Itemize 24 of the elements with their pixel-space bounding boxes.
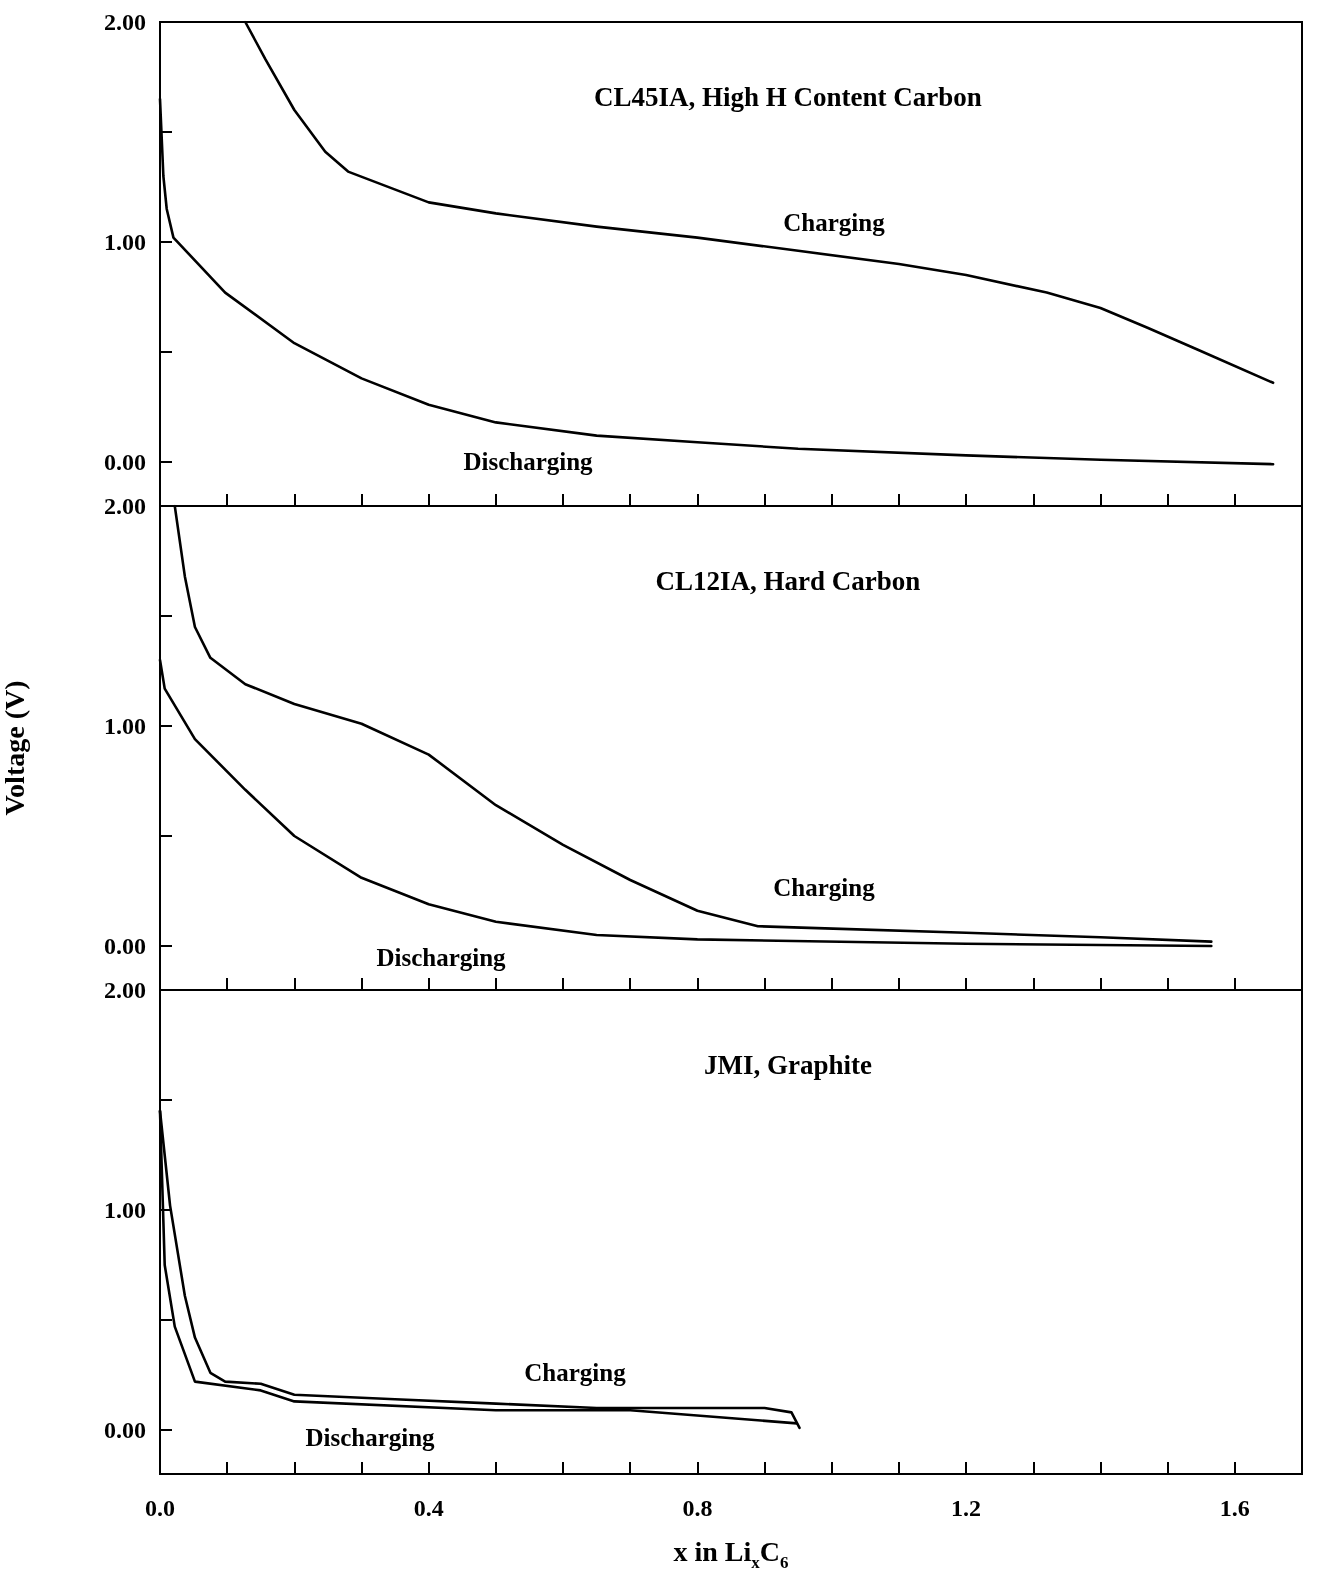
y-tick-label: 0.00	[104, 1417, 146, 1443]
y-tick-label: 2.00	[104, 9, 146, 35]
y-tick-label: 1.00	[104, 229, 146, 255]
y-axis-title: Voltage (V)	[0, 680, 30, 816]
annotation: Discharging	[376, 943, 507, 971]
text: CL12IA, Hard Carbon	[655, 565, 921, 596]
y-tick-label: 0.00	[104, 933, 146, 959]
annotation: Discharging	[305, 1423, 436, 1451]
x-tick-label: 1.6	[1219, 1495, 1250, 1521]
x-tick-label: 0.8	[682, 1495, 713, 1521]
annotation: Charging	[524, 1358, 627, 1386]
y-tick-label: 2.00	[104, 493, 146, 519]
y-tick-label: 1.00	[104, 1197, 146, 1223]
y-tick-label: 1.00	[104, 713, 146, 739]
x-tick-label: 0.4	[413, 1495, 444, 1521]
annotation: Charging	[773, 873, 876, 901]
y-tick-label: 2.00	[104, 977, 146, 1003]
annotation: Discharging	[463, 447, 594, 475]
x-tick-label: 1.2	[951, 1495, 982, 1521]
annotation: Charging	[783, 208, 886, 236]
text: JMI, Graphite	[703, 1049, 872, 1080]
y-tick-label: 0.00	[104, 449, 146, 475]
x-tick-label: 0.0	[145, 1495, 175, 1521]
text: CL45IA, High H Content Carbon	[594, 81, 982, 112]
